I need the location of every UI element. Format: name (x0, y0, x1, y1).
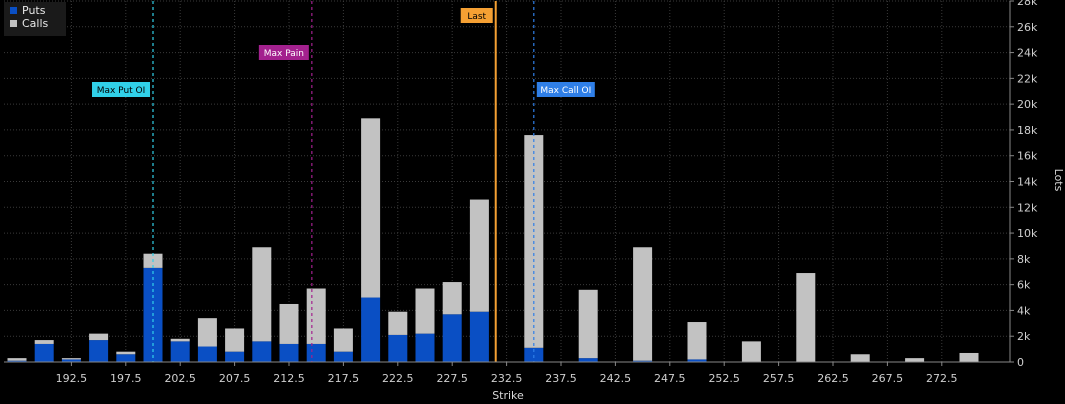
bar-puts (687, 359, 707, 362)
bar-calls (687, 322, 707, 360)
legend-item-puts: Puts (10, 4, 66, 17)
x-tick-label: 222.5 (382, 372, 414, 385)
bar-calls (469, 199, 489, 312)
bar-calls (279, 303, 299, 344)
bar-calls (905, 358, 925, 362)
legend-item-calls: Calls (10, 17, 66, 30)
bar-calls (741, 341, 761, 362)
grid-lines (4, 0, 1010, 363)
x-tick-label: 257.5 (763, 372, 795, 385)
x-tick-label: 237.5 (545, 372, 577, 385)
bar-puts (225, 351, 245, 362)
x-tick-label: 242.5 (600, 372, 632, 385)
y-tick-label: 24k (1017, 47, 1038, 60)
bar-calls (578, 289, 598, 359)
marker-label-box (536, 82, 595, 97)
x-tick-label: 262.5 (817, 372, 849, 385)
bar-calls (61, 358, 81, 360)
bar-puts (306, 343, 326, 362)
puts-swatch (10, 7, 17, 14)
bar-puts (116, 354, 136, 362)
y-tick-label: 18k (1017, 124, 1038, 137)
y-tick-label: 8k (1017, 253, 1031, 266)
calls-swatch (10, 20, 17, 27)
bar-puts (633, 360, 653, 362)
y-tick-label: 28k (1017, 0, 1038, 8)
y-tick-label: 20k (1017, 98, 1038, 111)
bar-calls (197, 318, 217, 347)
x-tick-label: 202.5 (164, 372, 196, 385)
bar-calls (850, 354, 870, 362)
x-tick-label: 252.5 (708, 372, 740, 385)
x-tick-label: 232.5 (491, 372, 523, 385)
bar-calls (388, 311, 408, 335)
legend-label-calls: Calls (22, 17, 49, 30)
y-tick-label: 22k (1017, 72, 1038, 85)
bar-calls (116, 351, 136, 355)
bar-calls (34, 340, 54, 344)
bar-puts (361, 297, 381, 362)
x-tick-label: 207.5 (219, 372, 251, 385)
bar-calls (170, 338, 190, 342)
bar-puts (578, 358, 598, 362)
bar-calls (361, 118, 381, 298)
y-tick-label: 26k (1017, 21, 1038, 34)
axes: 0 2k 4k 6k 8k 10k 12k 14k 16k 18k 20k 22k 24k 26k 28k 1… (4, 0, 1038, 385)
y-tick-label: 2k (1017, 330, 1031, 343)
bar-puts (388, 334, 408, 362)
legend: Puts Calls (4, 2, 66, 36)
y-tick-label: 14k (1017, 176, 1038, 189)
markers: Max Put OI Max Pain Last Max Call OI (92, 1, 595, 362)
bar-puts (415, 333, 435, 362)
bar-puts (469, 311, 489, 362)
y-tick-label: 10k (1017, 227, 1038, 240)
marker-label: Max Pain (264, 49, 304, 59)
marker-label-box (92, 82, 150, 97)
bar-puts (61, 359, 81, 362)
x-tick-label: 227.5 (436, 372, 468, 385)
x-axis-title: Strike (492, 389, 524, 402)
bar-puts (279, 343, 299, 362)
bar-puts (333, 351, 353, 362)
y-tick-label: 0 (1017, 356, 1024, 369)
x-tick-label: 197.5 (110, 372, 142, 385)
x-tick-label: 212.5 (273, 372, 305, 385)
bar-puts (170, 341, 190, 362)
bar-calls (959, 352, 979, 362)
marker-label: Max Call OI (540, 86, 591, 96)
x-tick-label: 272.5 (926, 372, 958, 385)
bar-calls (333, 328, 353, 352)
bar-calls (442, 282, 462, 315)
bar-puts (442, 314, 462, 362)
bar-calls (89, 333, 109, 341)
y-axis-title: Lots (1052, 169, 1065, 192)
bar-puts (89, 340, 109, 362)
y-tick-label: 6k (1017, 279, 1031, 292)
x-tick-label: 217.5 (328, 372, 360, 385)
bar-puts (7, 360, 27, 362)
bar-calls (306, 288, 326, 344)
bar-calls (225, 328, 245, 352)
marker-label: Last (467, 12, 486, 22)
y-tick-label: 12k (1017, 201, 1038, 214)
y-tick-label: 16k (1017, 150, 1038, 163)
bar-puts (34, 343, 54, 362)
bar-calls (7, 358, 27, 361)
bar-calls (252, 247, 272, 342)
x-tick-label: 267.5 (872, 372, 904, 385)
marker-label-box (258, 45, 309, 60)
bar-calls (633, 247, 653, 361)
x-tick-label: 192.5 (56, 372, 88, 385)
bar-calls (796, 273, 816, 362)
y-tick-label: 4k (1017, 304, 1031, 317)
x-tick-label: 247.5 (654, 372, 686, 385)
marker-label: Max Put OI (97, 86, 146, 96)
legend-label-puts: Puts (22, 4, 46, 17)
bar-puts (252, 341, 272, 362)
bar-puts (524, 347, 544, 362)
marker-label-box (460, 8, 493, 23)
bar-calls (415, 288, 435, 334)
bar-puts (197, 346, 217, 362)
